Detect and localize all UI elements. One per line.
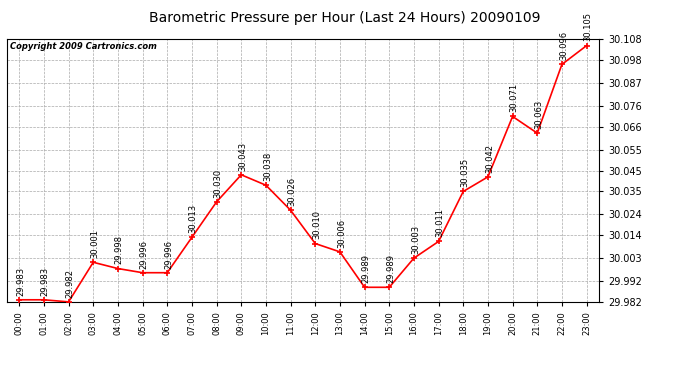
- Text: 30.003: 30.003: [411, 225, 420, 254]
- Text: 30.096: 30.096: [559, 31, 568, 60]
- Text: 30.013: 30.013: [189, 204, 198, 233]
- Text: 30.030: 30.030: [213, 169, 222, 198]
- Text: 30.071: 30.071: [509, 83, 518, 112]
- Text: 30.063: 30.063: [534, 100, 543, 129]
- Text: 30.011: 30.011: [435, 208, 444, 237]
- Text: 30.026: 30.026: [288, 177, 297, 206]
- Text: Copyright 2009 Cartronics.com: Copyright 2009 Cartronics.com: [10, 42, 157, 51]
- Text: 30.035: 30.035: [460, 158, 469, 187]
- Text: 29.996: 29.996: [139, 240, 148, 268]
- Text: 29.998: 29.998: [115, 236, 124, 264]
- Text: 29.996: 29.996: [164, 240, 173, 268]
- Text: 30.006: 30.006: [337, 219, 346, 248]
- Text: 30.038: 30.038: [263, 152, 272, 181]
- Text: 29.982: 29.982: [66, 269, 75, 298]
- Text: 30.043: 30.043: [238, 141, 247, 171]
- Text: 29.983: 29.983: [16, 267, 25, 296]
- Text: 30.010: 30.010: [312, 210, 321, 239]
- Text: 30.001: 30.001: [90, 229, 99, 258]
- Text: 30.042: 30.042: [485, 144, 494, 173]
- Text: 29.989: 29.989: [362, 254, 371, 283]
- Text: 30.105: 30.105: [584, 12, 593, 42]
- Text: 29.989: 29.989: [386, 254, 395, 283]
- Text: 29.983: 29.983: [41, 267, 50, 296]
- Text: Barometric Pressure per Hour (Last 24 Hours) 20090109: Barometric Pressure per Hour (Last 24 Ho…: [149, 11, 541, 25]
